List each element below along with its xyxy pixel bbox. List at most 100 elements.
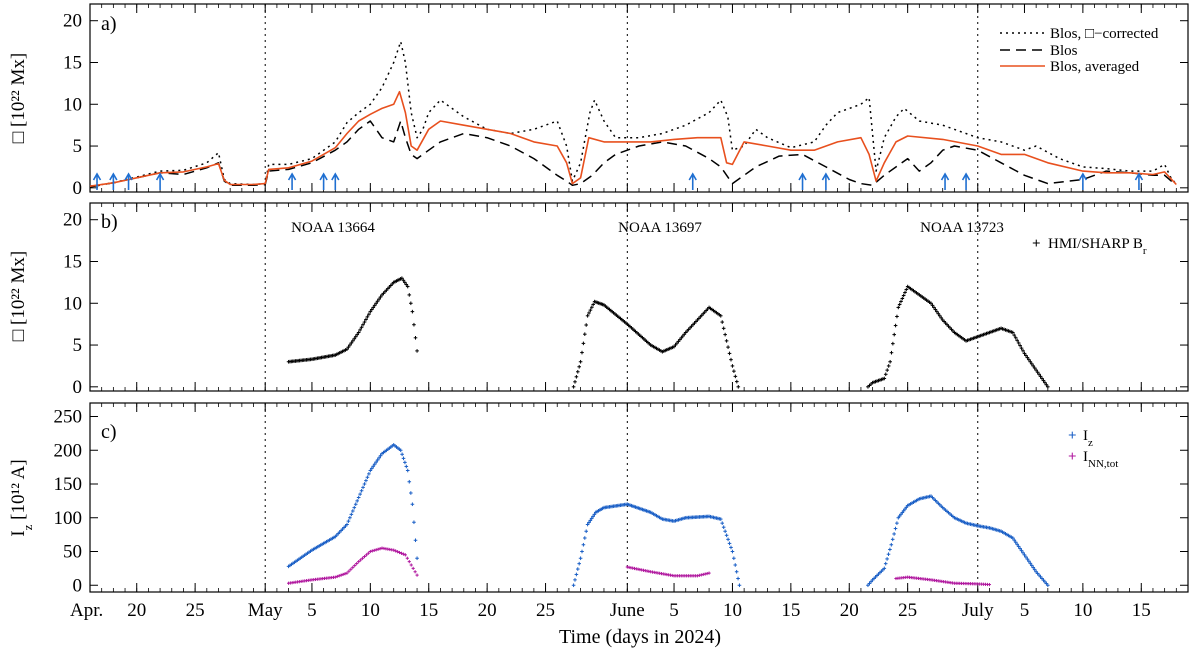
legend-blos: Blos xyxy=(1050,43,1078,59)
data-point xyxy=(578,556,583,561)
data-point xyxy=(370,307,374,312)
series-line-dashed xyxy=(89,120,1177,188)
data-point xyxy=(375,458,380,462)
data-point xyxy=(718,314,723,318)
event-arrow-icon xyxy=(940,172,950,190)
data-point xyxy=(367,312,371,317)
data-point xyxy=(1031,364,1036,368)
data-point xyxy=(374,548,378,552)
x-tick-label: July xyxy=(962,600,994,621)
data-point xyxy=(376,547,380,551)
data-point xyxy=(720,521,725,525)
data-point xyxy=(734,569,739,574)
data-point xyxy=(1012,333,1017,337)
panel-c-ylabel-sub: z xyxy=(20,524,35,530)
axis-ticks: Apr. 20 25 May 5 10 15 20 25 June 5 10 15 20 25 July 5 10… xyxy=(54,4,1189,621)
x-tick-label: 15 xyxy=(781,600,800,621)
data-point xyxy=(896,305,901,310)
legend-inn-main: I xyxy=(1083,449,1088,465)
data-point xyxy=(1016,341,1021,345)
data-point xyxy=(365,475,370,480)
data-point xyxy=(899,299,903,304)
data-point xyxy=(886,552,891,556)
month-marker-lines xyxy=(264,4,979,592)
data-point xyxy=(574,572,579,577)
data-point xyxy=(1010,536,1015,540)
data-point xyxy=(1021,550,1025,555)
data-point xyxy=(897,302,902,307)
data-point xyxy=(343,572,347,576)
legend-iz-main: I xyxy=(1083,428,1088,444)
event-arrow-icon xyxy=(688,172,697,190)
data-point xyxy=(577,364,581,369)
data-point xyxy=(397,550,402,555)
panel-c-label: c) xyxy=(101,421,117,443)
data-point xyxy=(583,536,587,540)
data-point xyxy=(723,529,727,534)
data-point xyxy=(347,569,351,573)
data-point xyxy=(904,287,909,292)
data-point xyxy=(930,303,935,308)
data-point xyxy=(362,482,367,486)
data-point xyxy=(1016,544,1021,549)
data-point xyxy=(1028,359,1033,364)
data-point xyxy=(1025,557,1030,561)
data-point xyxy=(932,305,936,310)
data-point xyxy=(372,462,377,466)
data-point xyxy=(733,563,738,567)
y-tick-label: 0 xyxy=(73,575,83,596)
data-point xyxy=(358,328,362,332)
data-point xyxy=(720,320,725,324)
data-point xyxy=(362,320,367,324)
data-point xyxy=(415,349,419,353)
data-point xyxy=(584,529,589,534)
annotation-noaa-13664: NOAA 13664 xyxy=(291,220,375,236)
x-tick-label: 5 xyxy=(307,600,317,621)
x-tick-label: 25 xyxy=(536,600,555,621)
data-point xyxy=(1046,385,1050,389)
y-tick-label: 10 xyxy=(63,293,82,314)
data-point xyxy=(1021,348,1025,353)
data-point xyxy=(375,299,380,303)
data-point xyxy=(571,583,576,588)
data-point xyxy=(721,525,726,529)
y-tick-label: 15 xyxy=(63,52,82,73)
data-point xyxy=(578,359,583,364)
data-point xyxy=(1018,546,1022,551)
panel-b-label: b) xyxy=(101,211,118,233)
data-point xyxy=(367,472,371,476)
data-point xyxy=(359,558,363,562)
x-tick-label: 10 xyxy=(361,600,380,621)
event-arrow-icon xyxy=(124,172,133,190)
data-point xyxy=(349,567,353,571)
annotation-noaa-13723: NOAA 13723 xyxy=(920,220,1004,236)
data-point xyxy=(939,316,944,320)
y-tick-label: 20 xyxy=(63,210,82,231)
data-point xyxy=(1044,382,1049,387)
data-point xyxy=(707,571,711,575)
legend-blos-averaged: Blos, averaged xyxy=(1050,59,1140,75)
data-point xyxy=(721,326,726,331)
data-point xyxy=(1037,372,1041,377)
data-point xyxy=(348,343,352,347)
data-point xyxy=(405,556,409,560)
data-point xyxy=(374,460,378,464)
data-point xyxy=(573,380,577,384)
data-point xyxy=(587,520,591,525)
data-point xyxy=(368,309,373,314)
x-tick-label: Apr. xyxy=(70,600,103,621)
legend-sharp-label: HMI/SHARP Br xyxy=(1048,236,1147,257)
data-point xyxy=(407,560,411,564)
data-point xyxy=(727,351,732,356)
data-point xyxy=(351,565,355,569)
panel-b-ylabel: □ [10²² Mx] xyxy=(8,251,29,341)
legend-iz-label: Iz xyxy=(1083,428,1093,449)
data-point xyxy=(735,379,739,384)
data-point xyxy=(356,495,361,500)
event-arrow-icon xyxy=(92,172,102,190)
data-point xyxy=(585,522,590,527)
data-point xyxy=(1046,583,1050,588)
data-point xyxy=(1035,370,1040,374)
data-point xyxy=(361,322,365,327)
